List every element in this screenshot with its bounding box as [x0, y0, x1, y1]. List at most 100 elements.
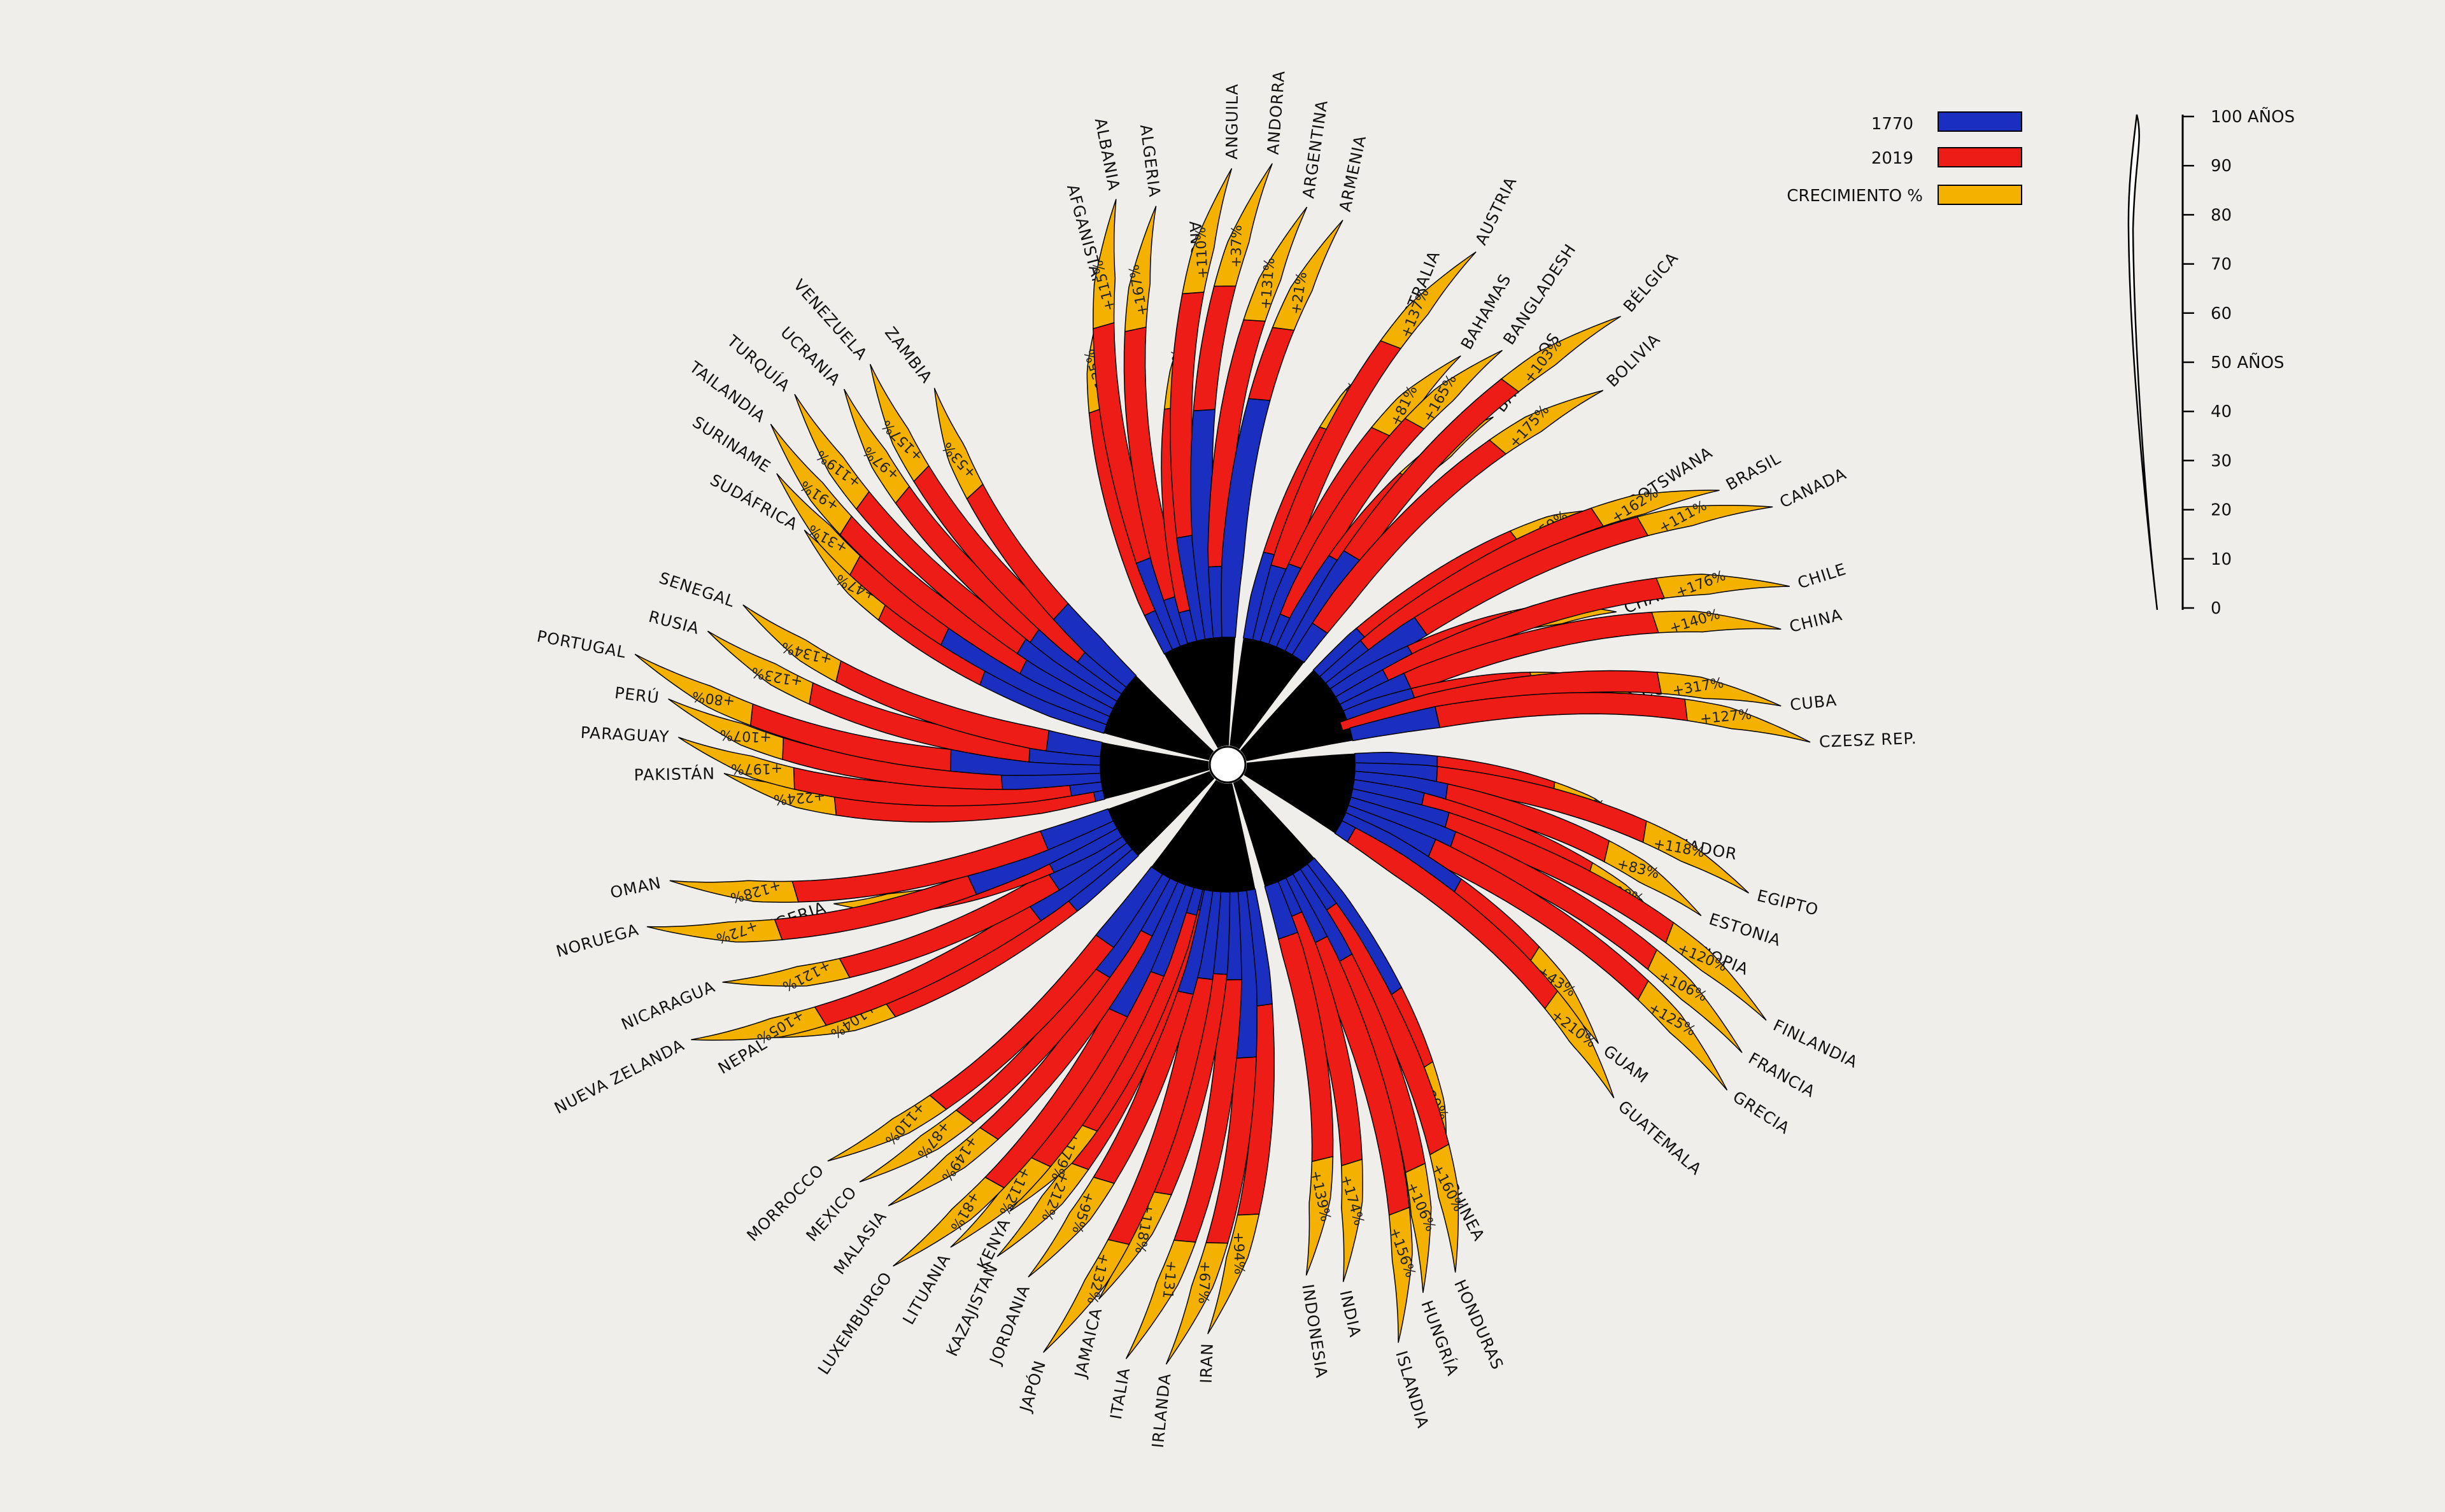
country-petal: +110% ANGUILA — [1170, 83, 1242, 746]
legend-label-2019: 2019 — [1871, 149, 1913, 168]
petal-stem — [1244, 704, 1346, 758]
petal-stem — [1102, 767, 1210, 800]
country-label: BRASIL — [1723, 449, 1784, 494]
petal-stem — [1180, 642, 1222, 747]
petal-stem — [1244, 696, 1342, 756]
bar-growth — [996, 1161, 1089, 1257]
bar-growth — [1388, 1206, 1413, 1343]
country-petal: +83%ESTONIA — [1246, 765, 1783, 950]
bar-growth — [1591, 490, 1720, 527]
petal-cluster: +135%AFGANISTAN+115%ALBANIA+167%ALGERIA+… — [1063, 70, 1370, 749]
scale-tick-label: 60 — [2211, 304, 2232, 323]
petal-stem — [1113, 773, 1212, 837]
country-petal: +127%CZESZ REP. — [1245, 692, 1918, 761]
bar-growth — [1243, 206, 1308, 322]
legend-label-growth: CRECIMIENTO % — [1787, 187, 1923, 206]
country-label: SURINAME — [689, 413, 774, 476]
country-label: CANADA — [1777, 464, 1850, 511]
bar-growth — [1642, 820, 1750, 894]
bar-growth — [1093, 199, 1117, 330]
growth-label: +156% — [1386, 1226, 1419, 1280]
country-label: CHINA — [1787, 605, 1844, 636]
bar-growth — [776, 473, 861, 576]
bar-growth — [859, 1109, 975, 1183]
petal-stem — [1241, 676, 1329, 753]
petal-stem — [1100, 766, 1209, 791]
petal-stem — [1234, 781, 1286, 884]
country-label: IRLANDA — [1149, 1372, 1175, 1448]
bar-growth — [646, 919, 783, 943]
bar-growth — [669, 880, 799, 903]
petal-stem — [1151, 780, 1219, 875]
country-label: MEXICO — [802, 1183, 860, 1245]
country-label: RUSIA — [647, 607, 702, 638]
bar-growth — [1272, 220, 1343, 331]
petal-cluster: +47%SUDÁFRICA+31%SURINAME+91%TAILANDIA+1… — [686, 276, 1214, 761]
bar-growth — [1405, 1162, 1432, 1293]
petal-stem — [1244, 772, 1342, 834]
country-label: CHILE — [1796, 560, 1848, 592]
petal-stem — [1245, 710, 1350, 759]
country-label: ARMENIA — [1336, 134, 1370, 213]
petal-stem — [1100, 742, 1209, 764]
bar-growth — [888, 1127, 999, 1206]
country-label: LITUANIA — [899, 1250, 954, 1327]
petal-stem — [1205, 637, 1226, 746]
petal-stem — [1238, 778, 1315, 868]
country-label: PARAGUAY — [580, 723, 670, 746]
country-label: PAKISTÁN — [634, 765, 715, 784]
petal-stem — [1240, 670, 1324, 752]
country-label: SUDÁFRICA — [707, 470, 801, 533]
country-label: SENEGAL — [657, 569, 737, 611]
bar-growth — [869, 364, 930, 483]
bar-growth — [722, 957, 851, 987]
country-label: NORUEGA — [554, 920, 641, 961]
petal-stem — [1196, 638, 1225, 746]
bar-growth — [691, 1006, 827, 1041]
country-label: NICARAGUA — [618, 977, 718, 1034]
legend-item-growth: CRECIMIENTO % — [1787, 185, 2022, 206]
legend-item-1770: 1770 — [1871, 111, 2022, 134]
country-label: PERÚ — [614, 683, 661, 707]
bar-growth — [1651, 611, 1782, 633]
bar-growth — [1429, 1143, 1459, 1273]
petal-stem — [1172, 644, 1221, 748]
growth-label: +37% — [1229, 225, 1245, 268]
legend-label-1770: 1770 — [1871, 115, 1913, 134]
legend-swatch-growth — [1938, 185, 2022, 205]
country-label: BOLIVIA — [1603, 330, 1664, 391]
petal-cluster: +94%IRAN+67%IRLANDA+131ITALIA+118%JAMAIC… — [942, 782, 1275, 1449]
growth-label: +21% — [1288, 271, 1310, 315]
bar-growth — [827, 1094, 947, 1162]
bar-growth — [1165, 1242, 1229, 1365]
bar-growth — [1380, 251, 1477, 350]
country-label: CUBA — [1789, 691, 1838, 714]
bar-growth — [1636, 505, 1773, 537]
petal-stem — [1119, 774, 1213, 843]
bar-growth — [893, 1176, 1005, 1267]
bar-growth — [668, 698, 784, 761]
scale-tick-label: 20 — [2211, 501, 2232, 520]
bar-growth — [1207, 1213, 1260, 1334]
bar-growth — [1488, 390, 1604, 455]
country-label: CZESZ REP. — [1819, 729, 1918, 751]
bar-growth — [634, 653, 754, 726]
bar-growth — [1305, 1155, 1334, 1276]
country-label: ITALIA — [1107, 1366, 1133, 1421]
scale-tick-label: 50 AÑOS — [2211, 352, 2285, 372]
scale-petal-outline — [2127, 114, 2158, 611]
country-petal: +156% ISLANDIA — [1235, 781, 1433, 1431]
petal-stem — [1126, 675, 1214, 754]
country-label: ISLANDIA — [1392, 1348, 1432, 1430]
country-label: IRAN — [1197, 1343, 1217, 1384]
legend-swatch-1770 — [1938, 111, 2022, 132]
country-label: GUATEMALA — [1615, 1097, 1705, 1179]
petal-stem — [1242, 688, 1340, 756]
bar-growth — [742, 604, 842, 683]
scale-tick-label: 0 — [2211, 599, 2222, 618]
length-scale: 100 AÑOS 90 80 70 60 50 AÑOS 40 30 20 10 0 — [2127, 106, 2295, 618]
country-label: GRECIA — [1729, 1087, 1793, 1138]
bar-growth — [843, 388, 911, 504]
country-label: BÉLGICA — [1620, 248, 1682, 316]
